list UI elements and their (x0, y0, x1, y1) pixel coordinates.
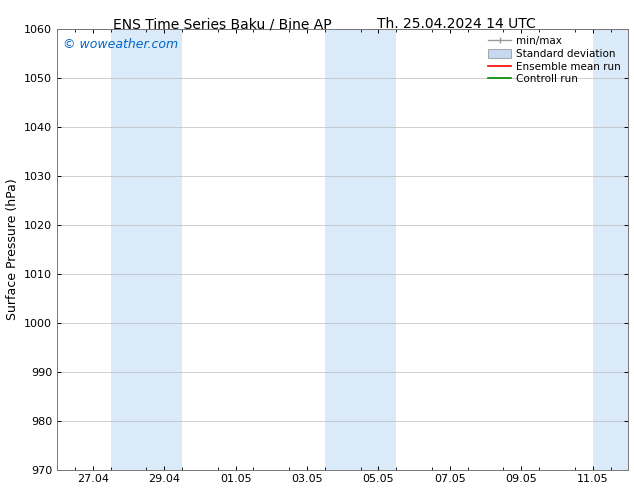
Text: © woweather.com: © woweather.com (63, 38, 178, 51)
Text: Th. 25.04.2024 14 UTC: Th. 25.04.2024 14 UTC (377, 17, 536, 31)
Bar (325, 29, 396, 469)
Legend: min/max, Standard deviation, Ensemble mean run, Controll run: min/max, Standard deviation, Ensemble me… (486, 34, 623, 86)
Bar (593, 29, 628, 469)
Y-axis label: Surface Pressure (hPa): Surface Pressure (hPa) (6, 178, 18, 320)
Bar (111, 29, 182, 469)
Text: ENS Time Series Baku / Bine AP: ENS Time Series Baku / Bine AP (113, 17, 331, 31)
